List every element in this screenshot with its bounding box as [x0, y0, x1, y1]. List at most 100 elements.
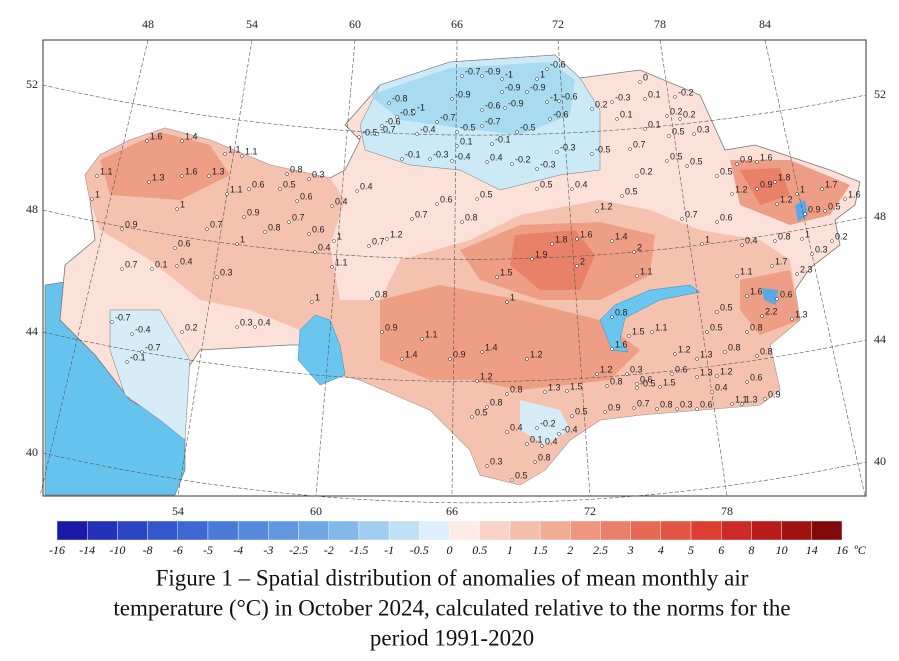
station-value: 0.3 [630, 364, 643, 374]
station-marker [480, 350, 484, 354]
lat-tick-label: 44 [26, 324, 38, 338]
station-marker [595, 209, 599, 213]
warmer-area [100, 132, 850, 390]
station-marker [673, 352, 677, 356]
station-value: 1.4 [405, 349, 418, 359]
lat-tick-label: 40 [874, 454, 886, 468]
station-marker [510, 162, 514, 166]
station-marker [380, 124, 384, 128]
colorbar-swatch [419, 520, 450, 541]
parallel [42, 209, 867, 260]
station-marker [253, 325, 257, 329]
lat-tick-label: 52 [874, 87, 886, 101]
station-marker [610, 100, 614, 104]
station-marker [810, 252, 814, 256]
station-value: -1 [550, 92, 558, 102]
station-marker [490, 142, 494, 146]
parallel [42, 331, 867, 382]
station-value: 0.5 [720, 302, 733, 312]
station-marker [380, 330, 384, 334]
lat-tick-label: 48 [874, 209, 886, 223]
station-marker [435, 120, 439, 124]
station-value: 0.1 [648, 119, 661, 129]
station-marker [110, 320, 114, 324]
caption-line: temperature (°C) in October 2024, calcul… [113, 595, 790, 620]
station-value: 0.9 [740, 154, 753, 164]
station-marker [90, 197, 94, 201]
station-value: 0.3 [490, 456, 503, 466]
aral-sea [297, 314, 346, 386]
station-marker [310, 300, 314, 304]
station-marker [505, 430, 509, 434]
station-value: 1.8 [555, 234, 568, 244]
colorbar-label: 4 [658, 543, 664, 557]
station-value: 1.2 [678, 344, 691, 354]
station-marker [120, 227, 124, 231]
station-marker [240, 154, 244, 158]
station-marker [120, 267, 124, 271]
station-value: -0.7 [485, 116, 501, 126]
station-value: 1.6 [848, 189, 861, 199]
station-marker [180, 330, 184, 334]
colorbar-label: -8 [143, 543, 153, 557]
station-value: 0.3 [680, 399, 693, 409]
colorbar-unit: ºC [854, 543, 867, 557]
station-value: 0.5 [480, 189, 493, 199]
station-marker [215, 275, 219, 279]
station-marker [295, 199, 299, 203]
lon-tick-label: 72 [584, 504, 596, 518]
station-marker [475, 197, 479, 201]
station-value: 0.2 [835, 231, 848, 241]
station-marker [723, 350, 727, 354]
colorbar-label: 16 [836, 543, 848, 557]
station-marker [795, 192, 799, 196]
station-value: -0.7 [465, 66, 481, 76]
caption-line: Figure 1 – Spatial distribution of anoma… [156, 565, 749, 590]
station-value: 0.5 [575, 406, 588, 416]
station-value: 1.4 [485, 342, 498, 352]
station-marker [500, 77, 504, 81]
station-marker [775, 202, 779, 206]
lon-tick-label: 60 [310, 504, 322, 518]
station-marker [130, 332, 134, 336]
station-value: 0.6 [640, 374, 653, 384]
station-marker [370, 297, 374, 301]
colorbar-swatch [721, 520, 752, 541]
station-marker [485, 160, 489, 164]
station-value: 1 [510, 292, 515, 302]
station-marker [545, 67, 549, 71]
station-value: 1.1 [735, 394, 748, 404]
station-marker [667, 134, 671, 138]
station-value: -0.5 [400, 107, 416, 117]
station-marker [575, 237, 579, 241]
station-value: 2 [580, 256, 585, 266]
colorbar-swatch [600, 520, 631, 541]
station-value: 0.4 [318, 242, 331, 252]
station-marker [480, 74, 484, 78]
station-value: 0.5 [828, 201, 841, 211]
station-value: 1.3 [152, 172, 165, 182]
station-marker [730, 402, 734, 406]
station-marker [385, 237, 389, 241]
station-value: 1.2 [600, 364, 613, 374]
station-marker [180, 139, 184, 143]
meridian [315, 39, 356, 497]
colorbar-swatch [781, 520, 813, 541]
station-value: 1.6 [760, 152, 773, 162]
station-value: -0.7 [380, 124, 396, 134]
colorbar-swatch [56, 520, 88, 541]
station-value: 0.7 [415, 209, 428, 219]
station-marker [695, 407, 699, 411]
station-value: 0.4 [335, 196, 348, 206]
station-marker [150, 267, 154, 271]
colorbar-swatch [660, 520, 692, 541]
colorbar-label: -2 [324, 543, 334, 557]
station-value: 0.6 [780, 289, 793, 299]
station-value: 1.1 [228, 144, 241, 154]
station-marker [575, 264, 579, 268]
station-value: 0.9 [608, 402, 621, 412]
station-value: 1.6 [150, 131, 163, 141]
lat-tick-label: 52 [26, 77, 38, 91]
station-marker [140, 350, 144, 354]
station-value: 0.2 [683, 109, 696, 119]
